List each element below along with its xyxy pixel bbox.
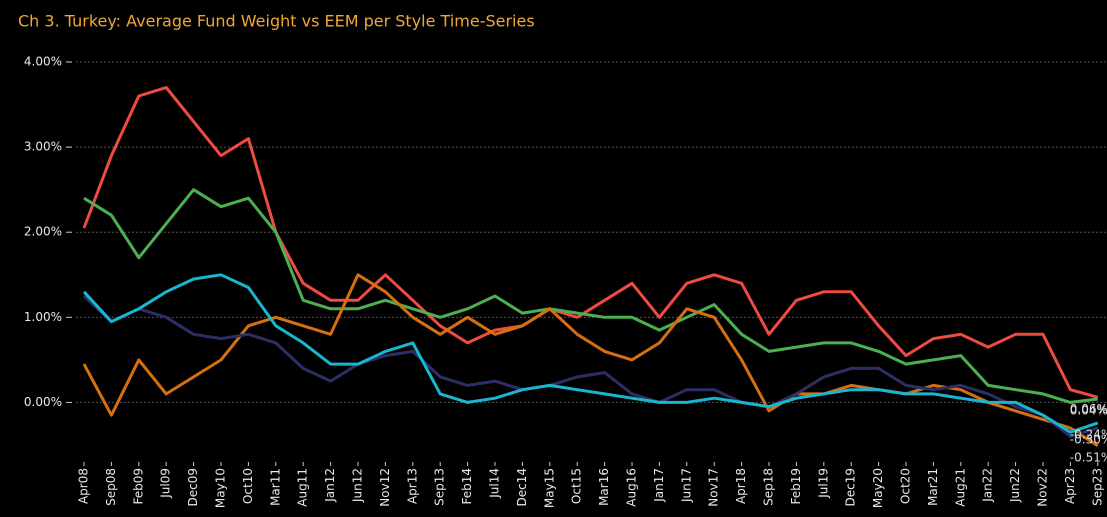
x-tick-label: Jan17 bbox=[652, 468, 666, 503]
x-tick-label: Apr18 bbox=[734, 468, 748, 504]
x-tick-label: Jul19 bbox=[816, 468, 830, 499]
x-tick-label: Feb14 bbox=[460, 468, 474, 505]
value-label: -0.30% bbox=[1070, 432, 1107, 446]
x-tick-label: Sep13 bbox=[433, 468, 447, 506]
series-line bbox=[82, 86, 1099, 399]
x-tick-label: Mar11 bbox=[268, 468, 282, 506]
x-tick-label: Jun12 bbox=[351, 468, 365, 503]
x-tick-label: Apr08 bbox=[77, 468, 91, 504]
x-tick-label: Jun22 bbox=[1008, 468, 1022, 503]
x-tick-label: Mar21 bbox=[926, 468, 940, 506]
x-tick-label: Aug21 bbox=[953, 468, 967, 507]
x-tick-label: Oct15 bbox=[570, 468, 584, 504]
x-tick-label: Feb09 bbox=[131, 468, 145, 505]
x-tick-label: Aug16 bbox=[625, 468, 639, 507]
x-tick-label: Aug11 bbox=[296, 468, 310, 507]
series-line bbox=[82, 273, 1099, 448]
x-tick-label: Nov17 bbox=[707, 468, 721, 507]
chart-title: Ch 3. Turkey: Average Fund Weight vs EEM… bbox=[18, 12, 535, 31]
x-tick-label: Sep08 bbox=[104, 468, 118, 506]
y-tick-label: 4.00% bbox=[24, 55, 62, 69]
value-label: -0.24% bbox=[1070, 427, 1107, 441]
x-tick-label: Apr13 bbox=[405, 468, 419, 504]
y-tick-label: 1.00% bbox=[24, 310, 62, 324]
x-tick-label: May10 bbox=[214, 468, 228, 508]
value-label: 0.06% bbox=[1070, 402, 1107, 416]
x-tick-label: Sep23 bbox=[1090, 468, 1104, 506]
y-tick-label: 2.00% bbox=[24, 225, 62, 239]
series-line bbox=[83, 188, 1098, 404]
x-tick-label: Nov22 bbox=[1036, 468, 1050, 507]
value-label: -0.51% bbox=[1070, 450, 1107, 464]
x-tick-label: Jun17 bbox=[679, 468, 693, 503]
series-line bbox=[82, 294, 1099, 438]
x-tick-label: May20 bbox=[871, 468, 885, 508]
y-tick-label: 3.00% bbox=[24, 140, 62, 154]
x-tick-label: Dec09 bbox=[186, 468, 200, 507]
x-tick-label: Oct20 bbox=[899, 468, 913, 504]
x-tick-label: Dec14 bbox=[515, 468, 529, 507]
x-tick-label: Oct10 bbox=[241, 468, 255, 504]
x-tick-label: Jul09 bbox=[159, 468, 173, 499]
y-tick-label: 0.00% bbox=[24, 395, 62, 409]
x-tick-label: Sep18 bbox=[762, 468, 776, 506]
x-tick-label: Jan22 bbox=[981, 468, 995, 503]
x-tick-label: Nov12 bbox=[378, 468, 392, 507]
series-line bbox=[82, 273, 1099, 434]
x-tick-label: Jul14 bbox=[488, 468, 502, 499]
x-tick-label: Apr23 bbox=[1063, 468, 1077, 504]
x-tick-label: May15 bbox=[542, 468, 556, 508]
x-tick-label: Dec19 bbox=[844, 468, 858, 507]
x-tick-label: Mar16 bbox=[597, 468, 611, 506]
x-tick-label: Jan12 bbox=[323, 468, 337, 503]
x-tick-label: Feb19 bbox=[789, 468, 803, 505]
value-label: 0.04% bbox=[1070, 404, 1107, 418]
